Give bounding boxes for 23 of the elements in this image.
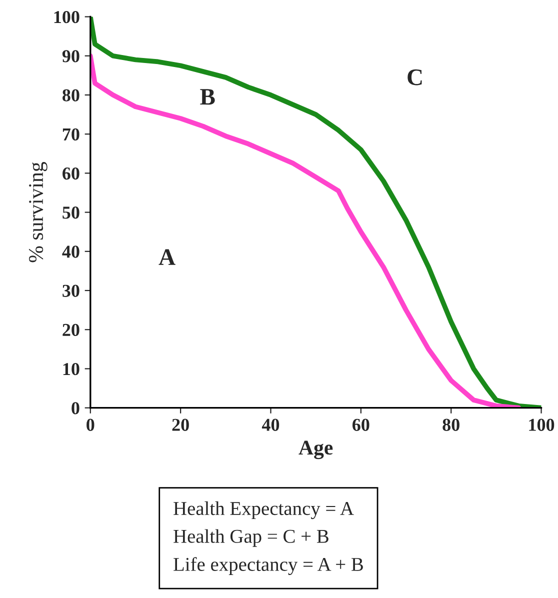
y-tick-label: 50 bbox=[62, 206, 80, 219]
y-tick-label: 30 bbox=[62, 284, 80, 297]
y-tick-label: 0 bbox=[72, 402, 80, 414]
y-tick-label: 40 bbox=[62, 246, 80, 258]
y-tick-label: 80 bbox=[62, 89, 80, 102]
y-tick-label: 60 bbox=[62, 167, 80, 180]
y-axis-title: % surviving bbox=[28, 162, 48, 262]
y-tick-label: 10 bbox=[63, 362, 80, 376]
text: Health Expectancy = A Health Gap = C + B Life expectancy = A + B bbox=[174, 501, 363, 575]
x-tick-label: 40 bbox=[262, 418, 280, 431]
annotation: A bbox=[158, 249, 176, 265]
x-tick-label: 20 bbox=[172, 418, 189, 431]
x-axis-title: Age bbox=[298, 440, 333, 460]
annotation: C bbox=[408, 69, 422, 86]
y-tick-label: 90 bbox=[62, 50, 80, 62]
annotation: B bbox=[200, 89, 215, 105]
y-tick-label: 100 bbox=[54, 11, 80, 24]
x-tick-label: 100 bbox=[529, 418, 554, 431]
y-tick-label: 20 bbox=[62, 324, 80, 336]
y-tick-label: 70 bbox=[62, 128, 80, 141]
x-tick-label: 60 bbox=[352, 418, 370, 431]
x-tick-label: 0 bbox=[86, 418, 94, 431]
x-tick-label: 80 bbox=[442, 418, 460, 431]
